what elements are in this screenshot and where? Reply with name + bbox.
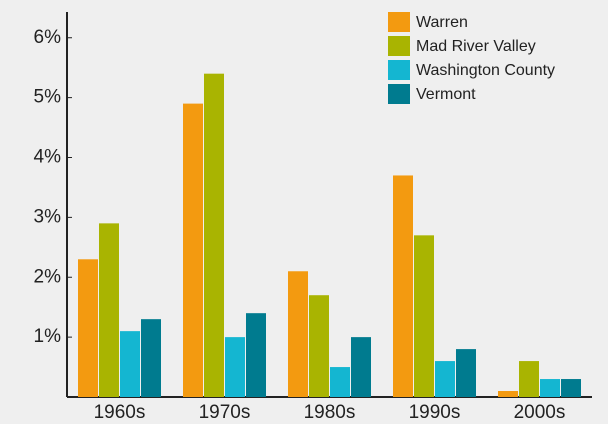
legend-label: Warren [416,14,468,31]
legend-label: Mad River Valley [416,38,536,55]
legend-swatch [388,12,410,32]
x-tick-label: 2000s [514,402,566,423]
legend-swatch [388,36,410,56]
bar [309,295,329,397]
bar [351,337,371,397]
y-tick-label: 2% [34,266,62,287]
bar [498,391,518,397]
legend-swatch [388,60,410,80]
bar [540,379,560,397]
x-tick-label: 1990s [409,402,461,423]
x-tick-label: 1980s [304,402,356,423]
bar [561,379,581,397]
legend-swatch [388,84,410,104]
bar [519,361,539,397]
bar [414,235,434,397]
x-tick-label: 1960s [94,402,146,423]
bar [204,73,224,398]
bar [246,313,266,397]
bar [225,337,245,397]
bar [120,331,140,397]
bar [183,103,203,397]
y-tick-label: 4% [34,147,62,168]
bar [435,361,455,397]
bar [330,367,350,397]
y-tick-label: 5% [34,87,62,108]
x-tick-label: 1970s [199,402,251,423]
bar [78,259,98,397]
bar [99,223,119,397]
y-tick-label: 1% [34,326,62,347]
bar [141,319,161,397]
bar [393,175,413,397]
legend-label: Vermont [416,86,476,103]
y-tick-label: 6% [34,27,62,48]
bar [456,349,476,397]
y-tick-label: 3% [34,206,62,227]
bar [288,271,308,397]
legend-label: Washington County [416,62,555,79]
